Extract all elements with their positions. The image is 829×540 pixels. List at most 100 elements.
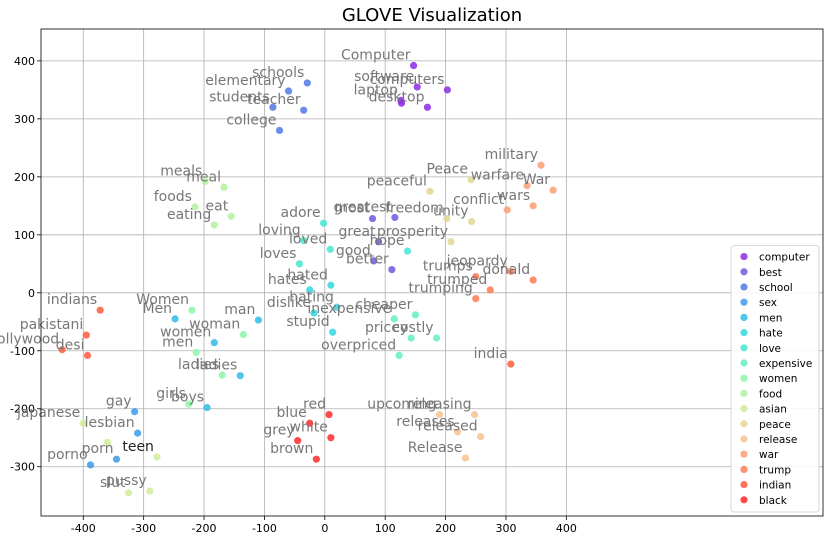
scatter-point: [467, 217, 476, 226]
legend-label: expensive: [759, 358, 812, 370]
point-label: releasing: [407, 397, 471, 413]
point-label: releases: [396, 414, 454, 430]
scatter-point: [103, 438, 112, 446]
scatter-point: [295, 260, 304, 268]
scatter-point: [310, 309, 318, 317]
point-label: great: [339, 224, 377, 240]
point-label: meals: [160, 163, 202, 179]
scatter-point: [374, 238, 383, 246]
point-label: japanese: [16, 405, 80, 421]
point-label: freedom: [385, 201, 444, 217]
scatter-point: [529, 202, 537, 210]
point-label: girls: [156, 386, 186, 402]
scatter-point: [391, 213, 399, 222]
scatter-point: [326, 245, 334, 253]
legend-marker: [740, 481, 748, 489]
scatter-point: [79, 419, 87, 427]
scatter-point: [390, 315, 398, 323]
legend-marker: [740, 344, 748, 352]
scatter-point: [388, 266, 396, 274]
point-label: released: [418, 419, 478, 435]
point-label: schools: [252, 65, 304, 81]
point-label: elementary: [205, 73, 285, 89]
legend-box: [730, 245, 820, 513]
scatter-point: [470, 410, 479, 419]
point-label: bollywood: [0, 332, 59, 348]
point-label: most: [335, 201, 370, 217]
scatter-point: [325, 410, 333, 419]
scatter-point: [397, 99, 406, 107]
scatter-point: [409, 61, 418, 70]
scatter-point: [220, 183, 228, 191]
point-label: dislike: [267, 295, 311, 311]
scatter-point: [192, 348, 200, 357]
point-label: inexpensive: [307, 301, 391, 317]
scatter-point: [443, 214, 451, 223]
scatter-point: [329, 328, 337, 336]
scatter-point: [294, 437, 302, 445]
scatter-point: [407, 334, 415, 342]
y-tick-label: 200: [14, 171, 35, 184]
scatter-point: [86, 461, 95, 469]
y-tick-label: -300: [10, 461, 35, 474]
point-label: desktop: [369, 89, 425, 105]
point-label: wars: [497, 188, 530, 204]
legend-marker: [740, 420, 748, 428]
point-label: cheaper: [355, 297, 412, 313]
legend-marker: [740, 435, 748, 443]
scatter-point: [537, 161, 545, 169]
scatter-point: [312, 455, 320, 463]
scatter-point: [284, 87, 293, 95]
point-label: pussy: [106, 473, 147, 489]
legend-marker: [740, 329, 748, 337]
scatter-point: [477, 432, 485, 441]
scatter-point: [146, 487, 154, 495]
legend-label: asian: [759, 404, 787, 416]
point-label: donald: [482, 262, 530, 278]
grid-lines: [41, 29, 823, 516]
point-label: slut: [100, 475, 126, 491]
point-label: military: [485, 147, 538, 163]
scatter-point: [327, 434, 335, 442]
point-label: adore: [281, 205, 321, 221]
y-tick-label: 400: [14, 55, 35, 68]
scatter-point: [426, 187, 434, 195]
x-tick-label: 300: [495, 522, 516, 535]
point-label: Men: [142, 301, 172, 317]
point-label: foods: [154, 189, 192, 205]
point-label: War: [523, 172, 551, 188]
point-label: loving: [258, 223, 300, 239]
point-label: indians: [47, 292, 97, 308]
point-label: software: [354, 69, 414, 85]
point-label: boys: [171, 390, 204, 406]
scatter-point: [112, 455, 121, 463]
scatter-point: [236, 372, 244, 380]
scatter-point: [432, 334, 441, 342]
scatter-point: [395, 351, 403, 360]
legend-marker: [740, 374, 748, 382]
scatter-point: [134, 429, 142, 437]
point-label: men: [162, 335, 193, 351]
point-label: white: [290, 420, 328, 436]
point-label: trumping: [408, 281, 472, 297]
scatter-point: [218, 371, 226, 379]
scatter-point: [82, 331, 90, 339]
point-label: hates: [268, 272, 307, 288]
point-label: desi: [56, 337, 85, 353]
scatter-point: [153, 453, 161, 461]
scatter-point: [185, 400, 193, 408]
point-label: jeopardy: [446, 253, 508, 269]
y-tick-label: 100: [14, 229, 35, 242]
scatter-point: [191, 203, 199, 211]
scatter-point: [300, 106, 308, 114]
legend: computer best school sex men hate love expensiv…: [730, 245, 820, 513]
point-label: india: [474, 346, 508, 362]
scatter-point: [303, 79, 311, 87]
point-label: Peace: [426, 162, 467, 178]
point-label: computers: [370, 72, 445, 88]
x-tick-label: 200: [435, 522, 456, 535]
scatter-point: [130, 408, 139, 416]
point-label: ladies: [196, 358, 237, 374]
